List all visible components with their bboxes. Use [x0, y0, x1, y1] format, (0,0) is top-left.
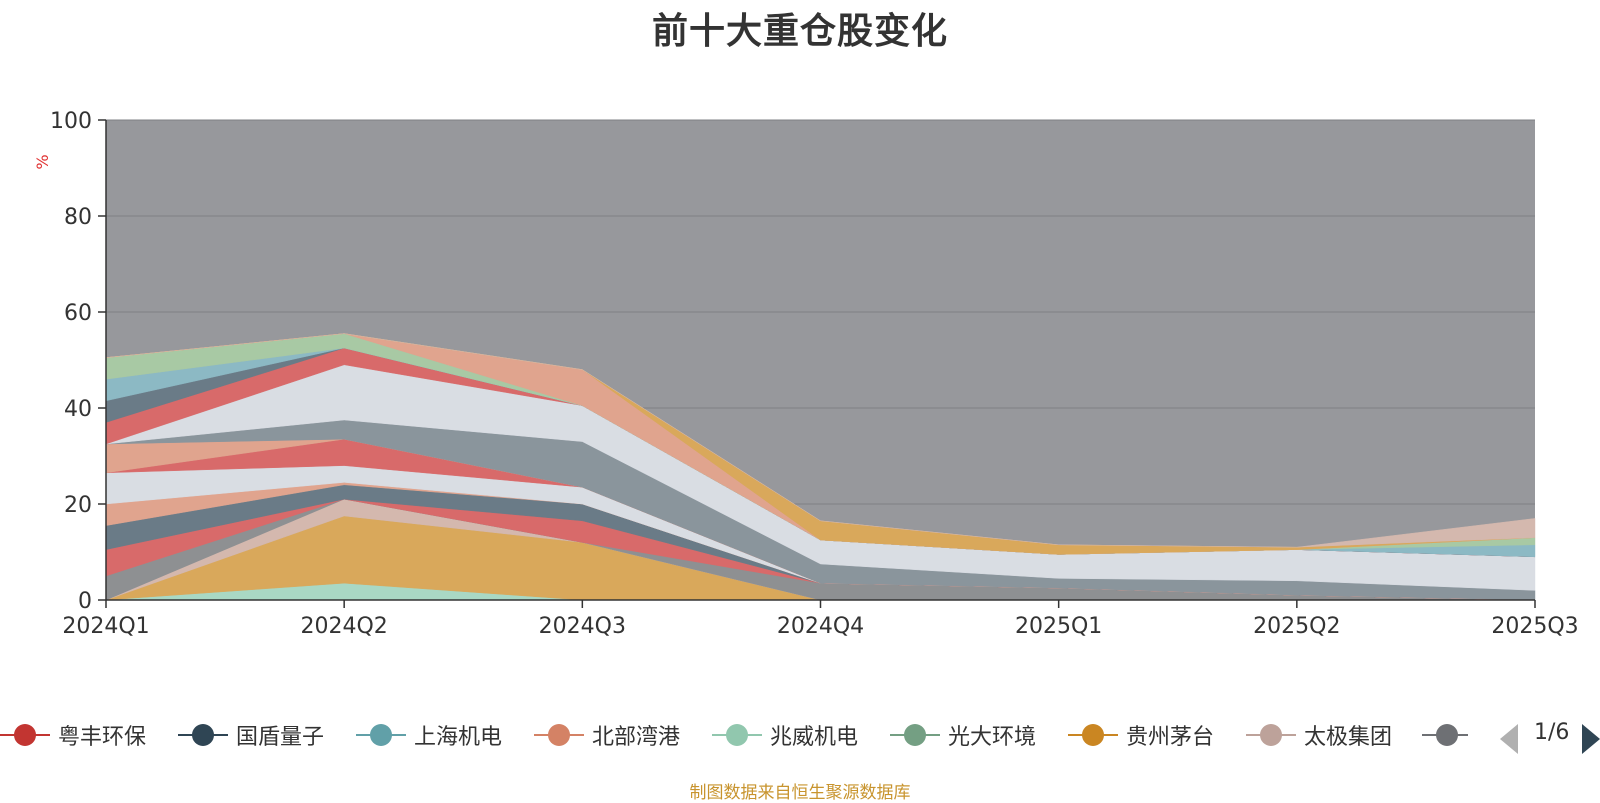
y-tick-label: 20 [64, 493, 92, 518]
legend-label: 国盾量子 [236, 725, 325, 750]
legend-label: 粤丰环保 [58, 725, 147, 750]
legend-label: 光大环境 [948, 725, 1037, 750]
area-chart: 0 20 40 60 80 100 2024Q1 2024Q2 2024Q3 2024Q4 202… [33, 109, 1579, 639]
legend-item[interactable]: 光大环境 [890, 718, 1036, 752]
x-tick-label: 2024Q1 [62, 614, 149, 639]
x-tick-label: 2024Q4 [777, 614, 864, 639]
legend-item[interactable]: 北部湾港 [534, 718, 680, 752]
y-tick-label: 60 [64, 301, 92, 326]
legend-marker-icon [356, 718, 406, 752]
x-tick-label: 2025Q3 [1491, 614, 1578, 639]
source-note: 制图数据来自恒生聚源数据库 [689, 783, 911, 803]
legend-pager: 1/6 [1500, 718, 1600, 754]
legend-marker-icon [1068, 718, 1118, 752]
legend-marker-icon [890, 718, 940, 752]
y-tick-label: 100 [50, 109, 92, 134]
legend-label: 上海机电 [414, 725, 503, 750]
legend-item[interactable]: 上海机电 [356, 718, 502, 752]
x-tick-label: 2025Q2 [1253, 614, 1340, 639]
legend-item[interactable]: 贵州茅台 [1068, 718, 1214, 752]
area-series [105, 333, 1536, 548]
chart-title: 前十大重仓股变化 [651, 11, 948, 52]
legend-marker-icon [534, 718, 584, 752]
legend-item[interactable]: 国盾量子 [178, 718, 324, 752]
legend-label: 贵州茅台 [1126, 725, 1215, 750]
legend-item[interactable]: 易 [1422, 718, 1468, 752]
legend-marker-icon [712, 718, 762, 752]
legend-item[interactable]: 太极集团 [1246, 718, 1392, 752]
legend-label: 太极集团 [1304, 725, 1393, 750]
legend-marker-icon [0, 718, 50, 752]
legend-label: 兆威机电 [770, 725, 859, 750]
x-tick-label: 2024Q3 [539, 614, 626, 639]
legend-label: 北部湾港 [592, 725, 681, 750]
legend: 粤丰环保 国盾量子 上海机电 北部湾港 兆威机电 光大环境 贵州茅台 太极集团 易 [0, 718, 1600, 752]
legend-page-indicator: 1/6 [1534, 720, 1570, 745]
legend-item[interactable]: 兆威机电 [712, 718, 858, 752]
legend-item[interactable]: 粤丰环保 [0, 718, 146, 752]
x-tick-label: 2025Q1 [1015, 614, 1102, 639]
triangle-right-icon[interactable] [1582, 724, 1600, 754]
y-tick-label: 80 [64, 205, 92, 230]
legend-marker-icon [1422, 718, 1468, 752]
triangle-left-icon[interactable] [1500, 724, 1518, 754]
x-tick-label: 2024Q2 [301, 614, 388, 639]
legend-marker-icon [178, 718, 228, 752]
y-axis-unit-label: % [33, 154, 52, 169]
y-tick-label: 40 [64, 397, 92, 422]
y-tick-label: 0 [78, 589, 92, 614]
legend-marker-icon [1246, 718, 1296, 752]
